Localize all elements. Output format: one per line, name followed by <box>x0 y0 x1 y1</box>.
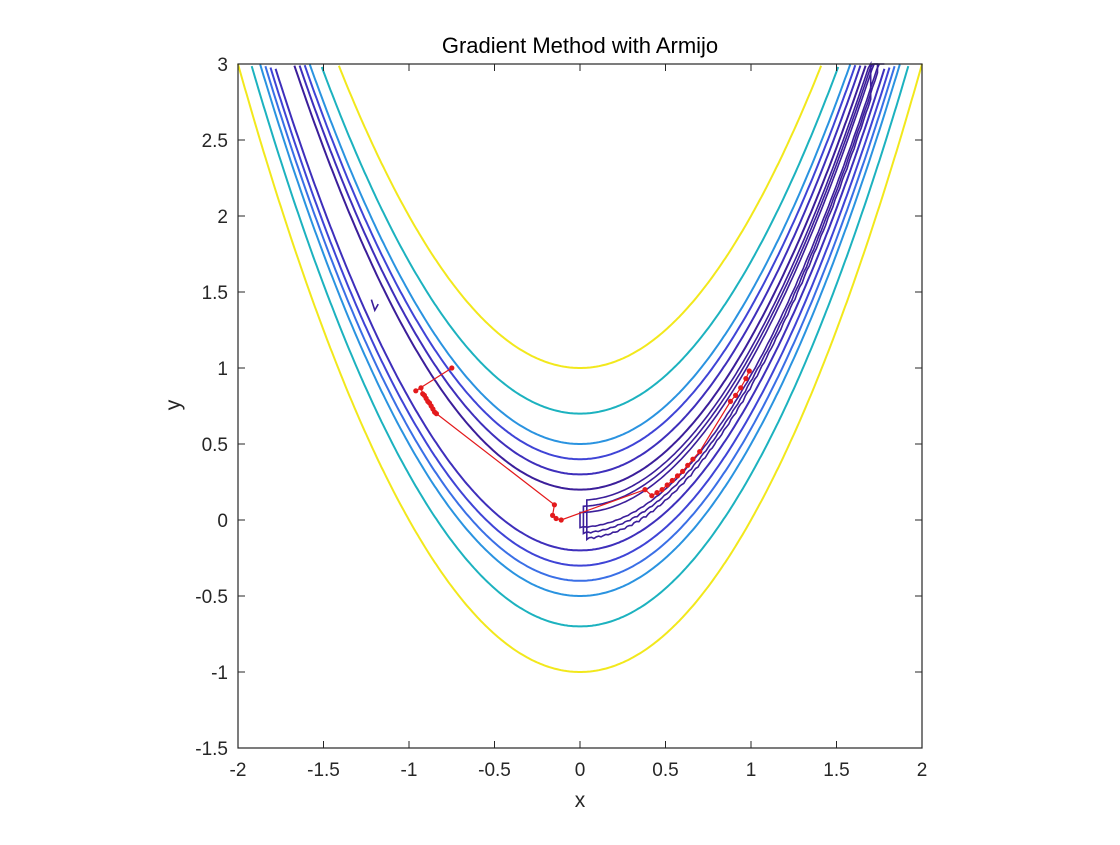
x-tick-label-8: 2 <box>917 760 928 781</box>
path-point-27 <box>727 398 734 404</box>
chart-title: Gradient Method with Armijo <box>442 33 718 58</box>
contour-level-1 <box>250 65 910 628</box>
path-point-30 <box>743 376 749 382</box>
y-tick-label-0: -1.5 <box>195 739 228 760</box>
path-point-29 <box>738 385 744 391</box>
y-tick-label-7: 2 <box>217 207 228 228</box>
contour-level-10 <box>303 64 857 461</box>
contour-level-7 <box>320 66 840 415</box>
y-tick-label-2: -0.5 <box>195 587 228 608</box>
contour-level-3 <box>264 65 896 582</box>
x-tick-label-5: 0.5 <box>652 760 678 781</box>
x-tick-label-4: 0 <box>575 760 586 781</box>
path-point-1 <box>413 388 419 394</box>
y-axis-label: y <box>162 399 185 410</box>
path-point-18 <box>654 490 660 496</box>
path-point-21 <box>669 477 675 484</box>
contour-level-0 <box>237 63 923 673</box>
valley-contour-2 <box>586 61 872 542</box>
x-axis-ticks: -2 -1.5 -1 -0.5 0 0.5 1 1.5 2 <box>230 64 928 781</box>
optimization-path <box>413 365 752 523</box>
x-axis-label: x <box>575 789 586 812</box>
path-point-17 <box>649 493 655 499</box>
path-point-24 <box>685 462 691 468</box>
x-tick-label-1: -1.5 <box>307 760 340 781</box>
contour-level-8 <box>337 65 823 369</box>
contour-lines <box>237 63 923 673</box>
contour-level-5 <box>274 68 886 552</box>
path-point-2 <box>418 385 424 391</box>
path-point-23 <box>680 468 686 474</box>
path-point-19 <box>659 487 665 493</box>
y-tick-label-1: -1 <box>211 663 228 684</box>
path-point-14 <box>553 515 559 522</box>
path-point-13 <box>550 512 556 519</box>
y-tick-label-9: 3 <box>217 55 228 76</box>
contour-level-4 <box>269 67 891 567</box>
path-point-20 <box>664 482 670 488</box>
left-valley-contour <box>370 299 379 313</box>
x-tick-label-6: 1 <box>746 760 757 781</box>
path-point-31 <box>746 368 752 374</box>
contour-level-2 <box>259 64 901 597</box>
x-tick-label-3: -0.5 <box>478 760 511 781</box>
valley-contour-0 <box>579 63 885 529</box>
path-point-25 <box>690 456 696 462</box>
contour-level-11 <box>293 65 867 491</box>
x-tick-label-7: 1.5 <box>823 760 849 781</box>
valley-contours <box>370 61 885 542</box>
y-axis-ticks: -1.5 -1 -0.5 0 0.5 1 1.5 2 2.5 3 <box>195 55 922 760</box>
y-tick-label-6: 1.5 <box>202 283 228 304</box>
path-point-28 <box>733 392 739 398</box>
path-point-26 <box>697 449 703 455</box>
y-tick-label-5: 1 <box>217 359 228 380</box>
plot-frame <box>237 63 923 749</box>
path-point-0 <box>449 365 455 371</box>
y-tick-label-8: 2.5 <box>202 131 228 152</box>
contour-level-6 <box>308 64 852 445</box>
path-point-22 <box>674 473 681 479</box>
path-point-11 <box>433 411 439 417</box>
path-point-12 <box>551 502 558 508</box>
path-point-16 <box>642 487 648 493</box>
path-point-15 <box>558 517 564 523</box>
contour-level-9 <box>298 65 862 476</box>
x-tick-label-0: -2 <box>230 760 247 781</box>
x-tick-label-2: -1 <box>401 760 418 781</box>
y-tick-label-4: 0.5 <box>202 435 228 456</box>
y-tick-label-3: 0 <box>217 511 228 532</box>
